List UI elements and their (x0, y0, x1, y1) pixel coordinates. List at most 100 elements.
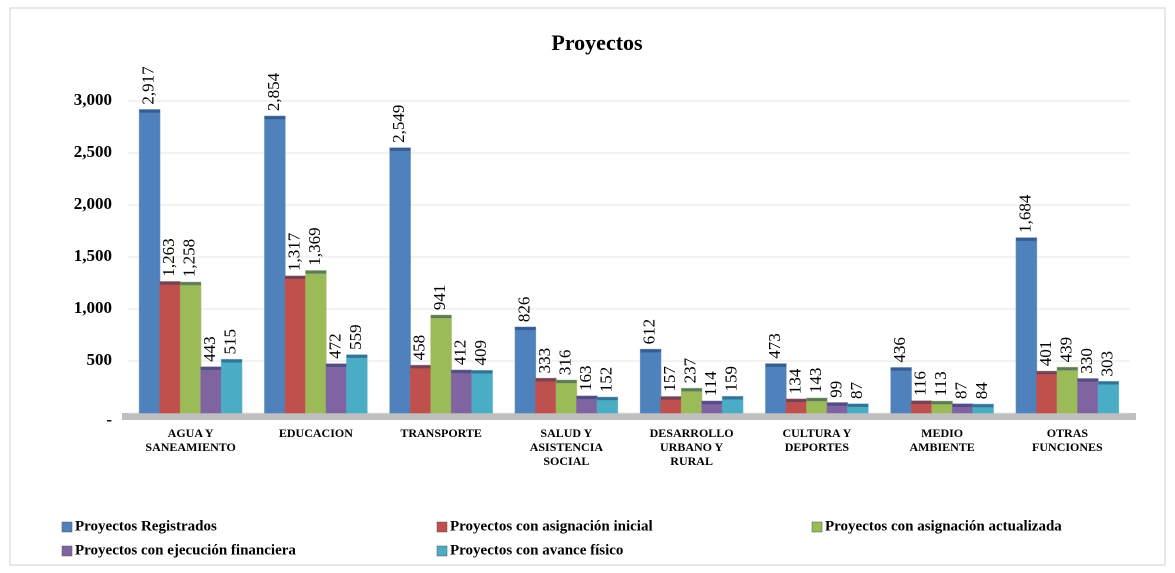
bar-top (972, 404, 994, 408)
legend-label: Proyectos con asignación actualizada (825, 518, 1062, 534)
bar (430, 314, 452, 414)
bar (220, 358, 243, 414)
value-label: 152 (596, 367, 615, 393)
bar-top (890, 367, 912, 371)
bar-top (180, 282, 201, 286)
bar-top (451, 370, 472, 374)
bar-top (786, 399, 807, 403)
value-label: 941 (430, 285, 449, 311)
bar-top (200, 366, 222, 370)
y-tick-label: 500 (87, 350, 113, 369)
bar-top (827, 402, 848, 406)
bar-top (389, 147, 411, 151)
legend-swatch (61, 521, 73, 533)
value-label: 436 (890, 337, 909, 363)
bar-top (515, 327, 536, 331)
bar (346, 354, 368, 414)
value-label: 473 (765, 333, 784, 359)
bar (1077, 378, 1099, 414)
legend-swatch (436, 521, 448, 533)
bar (1097, 380, 1120, 414)
bar-top (264, 116, 286, 120)
value-label: 409 (471, 340, 490, 366)
value-label: 333 (535, 348, 554, 374)
bar (284, 275, 307, 414)
x-tick-label: MEDIO AMBIENTE (909, 426, 975, 454)
bar-top (576, 396, 598, 400)
value-label: 401 (1036, 341, 1055, 367)
value-label: 2,854 (264, 72, 283, 111)
value-label: 1,317 (284, 232, 303, 271)
bar-top (911, 400, 932, 404)
bar (1015, 237, 1038, 414)
bar-top (346, 354, 368, 358)
bar (264, 115, 286, 414)
bar-top (326, 363, 347, 367)
value-label: 84 (972, 382, 991, 400)
floor (122, 413, 1136, 420)
bar-top (701, 401, 723, 405)
bar (471, 369, 493, 414)
bar-top (221, 359, 242, 363)
value-label: 443 (200, 336, 219, 362)
bar (138, 109, 161, 414)
value-label: 303 (1097, 351, 1116, 377)
bar (450, 369, 473, 414)
legend-label: Proyectos con avance físico (450, 542, 623, 558)
value-label: 559 (346, 324, 365, 350)
bar-top (597, 397, 618, 401)
bar-top (952, 403, 973, 407)
x-tick-label: TRANSPORTE (400, 426, 482, 440)
bar-top (1057, 367, 1078, 371)
bar-top (640, 349, 661, 353)
bar (1056, 366, 1079, 414)
bar-top (722, 396, 743, 400)
value-label: 143 (806, 368, 825, 394)
bar-top (285, 276, 306, 280)
legend-label: Proyectos Registrados (75, 518, 217, 534)
value-label: 99 (826, 381, 845, 398)
bar-top (159, 281, 181, 285)
value-label: 1,369 (305, 227, 324, 265)
y-tick-label: 1,500 (74, 246, 112, 265)
y-tick-label: - (106, 410, 112, 429)
value-label: 1,684 (1015, 194, 1034, 233)
value-label: 472 (325, 333, 344, 359)
bar-top (847, 403, 869, 407)
bar (680, 387, 703, 414)
bar (535, 377, 557, 414)
legend-swatch (811, 521, 823, 533)
value-label: 2,917 (139, 66, 158, 105)
value-label: 87 (847, 381, 866, 399)
y-tick-label: 2,500 (74, 142, 112, 161)
bar-top (556, 380, 577, 384)
bar-top (660, 396, 682, 400)
bar-top (535, 378, 557, 382)
bar (890, 367, 912, 414)
value-label: 412 (451, 340, 470, 366)
legend-label: Proyectos con ejecución financiera (75, 542, 296, 558)
bar-top (765, 363, 787, 367)
value-label: 114 (701, 371, 720, 396)
bar (389, 147, 411, 414)
bar-top (1016, 237, 1037, 241)
value-label: 1,258 (180, 239, 199, 277)
value-label: 330 (1077, 348, 1096, 374)
value-label: 316 (555, 350, 574, 376)
value-label: 2,549 (389, 105, 408, 143)
x-tick-label: SALUD Y ASISTENCIA SOCIAL (529, 426, 604, 468)
bar-top (1098, 381, 1119, 385)
bar-top (430, 315, 452, 319)
bar (305, 270, 327, 414)
value-label: 157 (660, 366, 679, 392)
bar-top (681, 388, 702, 392)
bar (409, 364, 432, 414)
bar (765, 363, 787, 414)
chart-border (9, 7, 1166, 566)
value-label: 458 (410, 335, 429, 361)
legend-label: Proyectos con asignación inicial (450, 518, 653, 534)
value-label: 826 (514, 297, 533, 323)
legend-swatch (436, 545, 448, 557)
